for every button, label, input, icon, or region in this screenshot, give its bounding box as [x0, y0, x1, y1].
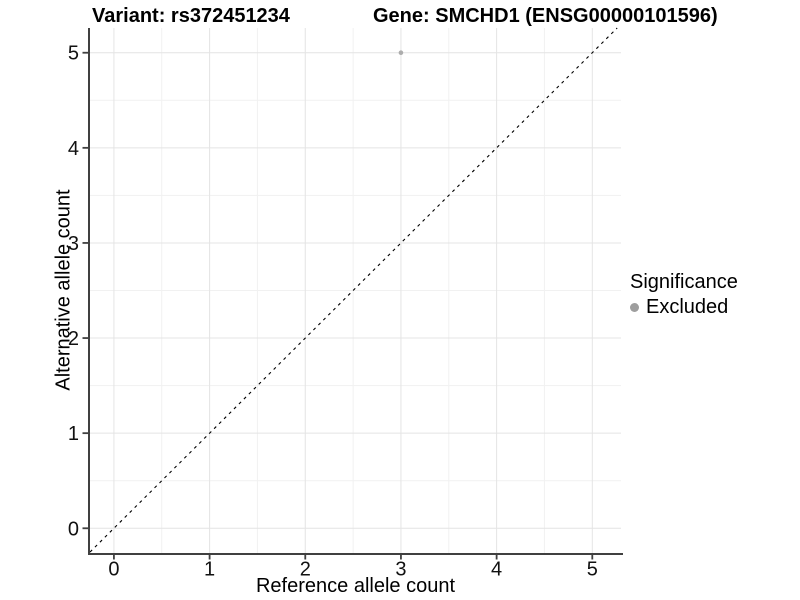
y-tick-label: 4 — [68, 138, 79, 160]
excluded-point-icon — [630, 302, 639, 312]
y-tick-label: 2 — [68, 328, 79, 350]
legend-title: Significance — [630, 271, 738, 293]
y-tick-label: 5 — [68, 43, 79, 65]
legend-item-label: Excluded — [646, 296, 729, 318]
legend-item-excluded: Excluded — [630, 296, 738, 318]
x-tick-label: 1 — [204, 559, 215, 581]
data-point — [398, 50, 404, 56]
plot-title: Variant: rs372451234 Gene: SMCHD1 (ENSG0… — [0, 4, 800, 28]
identity-line — [89, 27, 618, 553]
y-axis-title: Alternative allele count — [52, 189, 75, 391]
x-tick-label: 4 — [491, 559, 502, 581]
y-tick-label: 0 — [68, 518, 79, 540]
x-tick-label: 2 — [300, 559, 311, 581]
x-tick-label: 0 — [108, 559, 119, 581]
y-tick-label: 3 — [68, 233, 79, 255]
x-tick-label: 5 — [587, 559, 598, 581]
legend: Significance Excluded — [630, 271, 738, 318]
x-axis-title: Reference allele count — [255, 575, 455, 597]
y-tick-label: 1 — [68, 423, 79, 445]
gene-title: Gene: SMCHD1 (ENSG00000101596) — [373, 5, 718, 27]
variant-title: Variant: rs372451234 — [92, 5, 290, 27]
x-tick-label: 3 — [395, 559, 406, 581]
